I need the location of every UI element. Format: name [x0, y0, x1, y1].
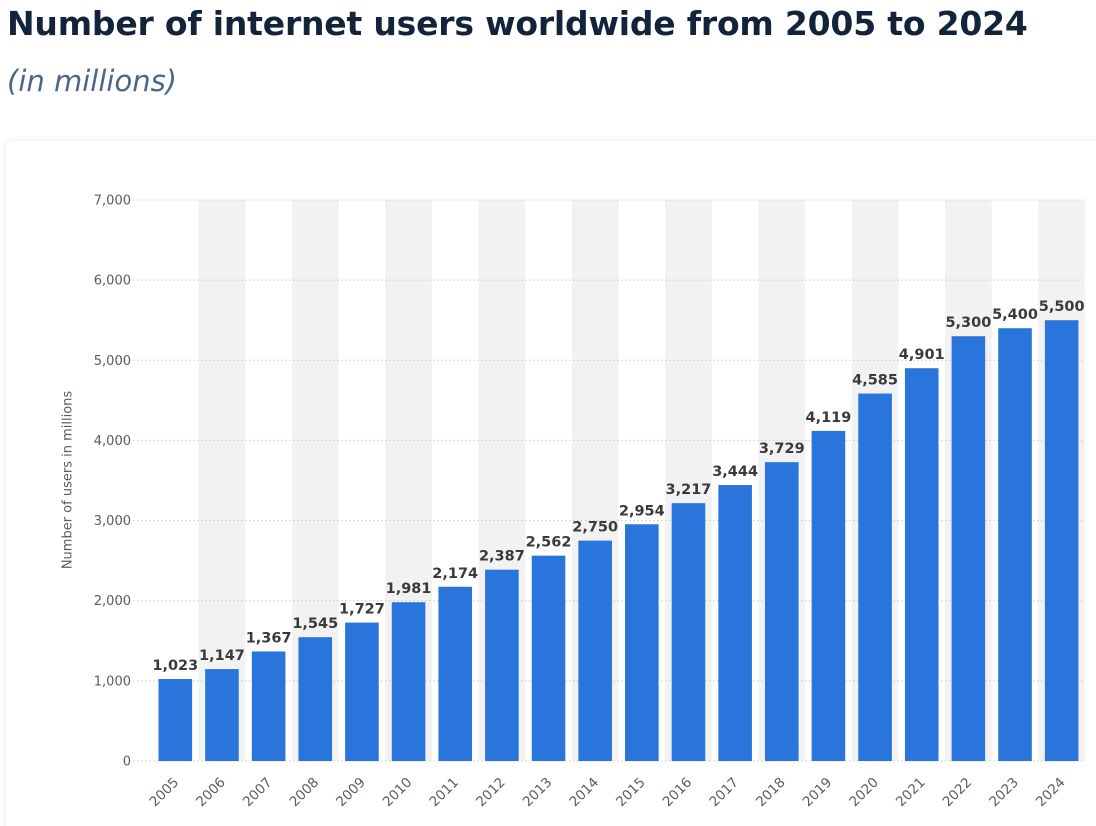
x-tick-label: 2005 [147, 775, 183, 811]
data-label: 5,300 [945, 315, 991, 331]
bar [578, 540, 612, 761]
x-tick-label: 2016 [660, 775, 696, 811]
bar [998, 328, 1032, 761]
data-label: 2,954 [619, 503, 665, 519]
y-axis-label: Number of users in millions [60, 390, 76, 570]
data-label: 1,727 [339, 602, 385, 618]
bar [858, 393, 892, 761]
x-tick-label: 2022 [940, 775, 976, 811]
chart-subtitle: (in millions) [7, 64, 177, 98]
bar [904, 368, 939, 761]
x-tick-label: 2010 [380, 775, 416, 811]
data-label: 2,387 [479, 549, 525, 565]
x-tick-label: 2021 [893, 775, 929, 811]
x-tick-label: 2015 [613, 775, 649, 811]
data-label: 1,545 [292, 616, 338, 632]
chart-title: Number of internet users worldwide from … [7, 4, 1028, 43]
data-label: 1,367 [246, 630, 292, 646]
bar [1044, 320, 1079, 761]
bar [951, 336, 986, 761]
y-tick-label: 3,000 [94, 514, 131, 529]
y-tick-label: 7,000 [94, 194, 131, 209]
data-label: 3,444 [712, 464, 758, 480]
background-band [198, 200, 246, 761]
x-tick-label: 2020 [846, 775, 882, 811]
x-tick-label: 2017 [706, 775, 742, 811]
bar [205, 669, 239, 761]
bar [345, 622, 379, 761]
bar [391, 602, 426, 761]
bar [485, 569, 519, 761]
bar [298, 637, 333, 761]
y-tick-label: 1,000 [94, 674, 131, 689]
x-tick-label: 2009 [333, 775, 369, 811]
x-tick-label: 2023 [986, 775, 1022, 811]
bar [625, 524, 659, 761]
y-tick-label: 6,000 [94, 274, 131, 289]
data-label: 2,174 [432, 566, 478, 582]
bar [718, 484, 752, 761]
bar [438, 586, 473, 761]
data-label: 3,729 [759, 441, 805, 457]
x-tick-label: 2018 [753, 775, 789, 811]
data-label: 1,023 [152, 658, 198, 674]
bar [158, 679, 193, 761]
x-tick-label: 2024 [1033, 775, 1069, 811]
data-label: 5,500 [1039, 299, 1085, 315]
data-label: 5,400 [992, 307, 1038, 323]
data-label: 2,562 [526, 535, 572, 551]
data-label: 4,585 [852, 373, 898, 389]
data-label: 1,981 [386, 581, 432, 597]
x-tick-label: 2013 [520, 775, 556, 811]
bar [671, 503, 706, 761]
y-tick-label: 5,000 [94, 354, 131, 369]
x-tick-label: 2007 [240, 775, 276, 811]
bar [531, 555, 566, 761]
y-tick-label: 4,000 [94, 434, 131, 449]
x-tick-label: 2008 [286, 775, 322, 811]
y-tick-label: 2,000 [94, 594, 131, 609]
data-label: 3,217 [666, 482, 712, 498]
data-label: 4,901 [899, 347, 945, 363]
x-tick-label: 2006 [193, 775, 229, 811]
bar [811, 430, 846, 761]
x-tick-label: 2014 [566, 775, 602, 811]
data-label: 4,119 [805, 410, 851, 426]
x-tick-label: 2011 [426, 775, 462, 811]
x-tick-label: 2019 [800, 775, 836, 811]
y-tick-label: 0 [123, 755, 131, 770]
bar [251, 651, 286, 761]
x-tick-label: 2012 [473, 775, 509, 811]
data-label: 2,750 [572, 520, 618, 536]
bar [764, 462, 799, 761]
data-label: 1,147 [199, 648, 245, 664]
